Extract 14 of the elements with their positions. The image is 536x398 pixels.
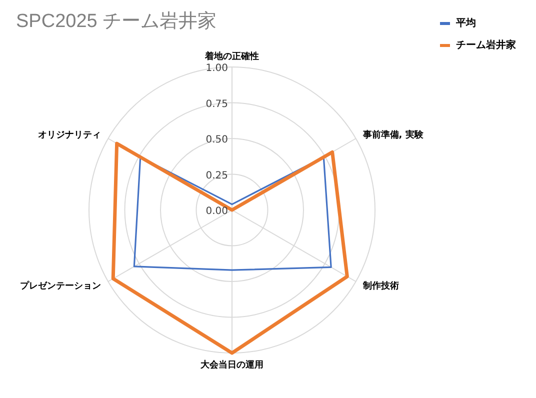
y-tick-label: 0.00 — [206, 206, 228, 217]
spoke-label: 着地の正確性 — [204, 51, 259, 62]
legend-label: 平均 — [455, 16, 477, 30]
spoke-label: 大会当日の運用 — [200, 359, 264, 370]
y-tick-label: 0.25 — [206, 170, 228, 182]
spoke-label: 事前準備, 実験 — [362, 130, 424, 141]
legend-label: チーム岩井家 — [455, 38, 516, 52]
spoke-label: オリジナリティ — [38, 130, 102, 141]
y-tick-label: 1.00 — [206, 63, 228, 74]
chart-title: SPC2025 チーム岩井家 — [16, 10, 217, 34]
spoke-label: プレゼンテーション — [20, 280, 102, 292]
spoke-label: 制作技術 — [362, 280, 399, 292]
y-tick-label: 0.75 — [206, 98, 228, 110]
y-tick-label: 0.50 — [206, 134, 228, 146]
